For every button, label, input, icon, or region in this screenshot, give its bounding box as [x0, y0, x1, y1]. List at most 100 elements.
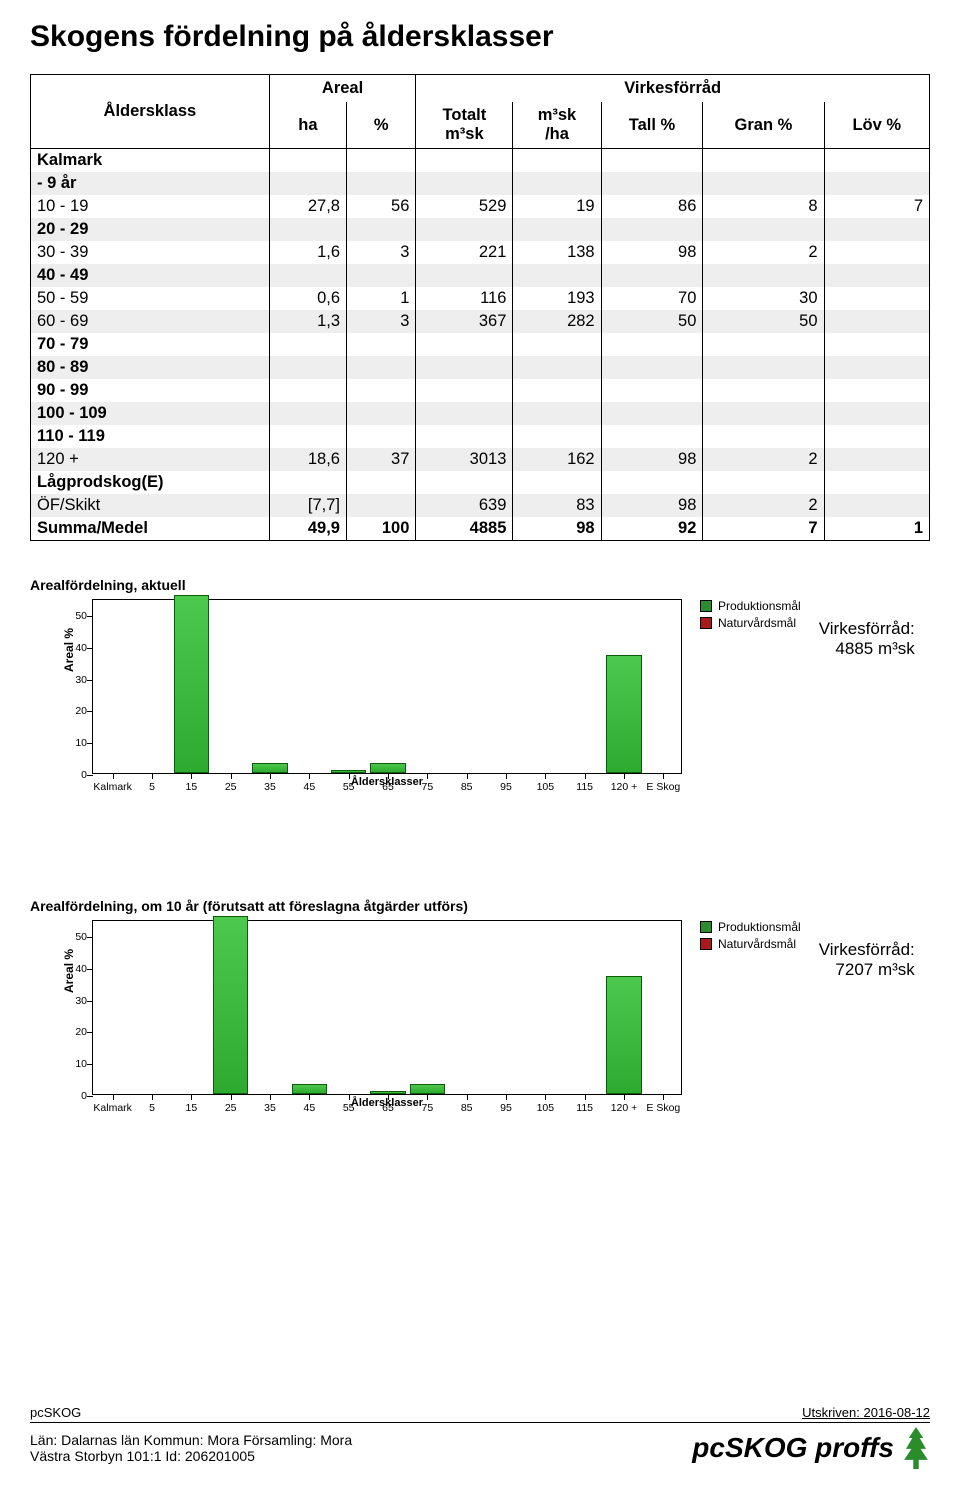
table-row: - 9 år	[31, 172, 930, 195]
cell	[824, 310, 929, 333]
xtick-label: 35	[264, 1102, 276, 1114]
chart1-title: Arealfördelning, aktuell	[30, 577, 930, 593]
row-label: 20 - 29	[31, 218, 270, 241]
table-row: 110 - 119	[31, 425, 930, 448]
cell	[513, 149, 601, 173]
cell: 1	[347, 287, 416, 310]
table-row: 80 - 89	[31, 356, 930, 379]
legend-item: Produktionsmål	[700, 599, 801, 613]
cell: [7,7]	[269, 494, 346, 517]
cell: 98	[601, 494, 703, 517]
cell	[601, 264, 703, 287]
row-label: 90 - 99	[31, 379, 270, 402]
col-header: ha	[269, 102, 346, 149]
cell	[824, 149, 929, 173]
row-label: - 9 år	[31, 172, 270, 195]
cell: 50	[703, 310, 824, 333]
cell	[513, 172, 601, 195]
row-label: Summa/Medel	[31, 517, 270, 541]
cell	[601, 356, 703, 379]
footer-meta-line1: Län: Dalarnas län Kommun: Mora Församlin…	[30, 1432, 352, 1448]
xtick-label: 85	[461, 781, 473, 793]
cell: 4885	[416, 517, 513, 541]
xtick-label: 5	[149, 1102, 155, 1114]
cell	[513, 471, 601, 494]
cell: 30	[703, 287, 824, 310]
cell	[347, 471, 416, 494]
col-header: Totaltm³sk	[416, 102, 513, 149]
cell	[269, 425, 346, 448]
table-row: Lågprodskog(E)	[31, 471, 930, 494]
ytick-label: 40	[65, 642, 87, 653]
chart2-stat-value: 7207 m³sk	[819, 960, 915, 980]
ytick-label: 20	[65, 706, 87, 717]
footer-brand-text: pcSKOG proffs	[692, 1432, 894, 1464]
cell	[601, 379, 703, 402]
table-row: Kalmark	[31, 149, 930, 173]
cell: 27,8	[269, 195, 346, 218]
cell	[601, 471, 703, 494]
cell	[824, 379, 929, 402]
cell: 116	[416, 287, 513, 310]
cell: 70	[601, 287, 703, 310]
cell: 1	[824, 517, 929, 541]
cell	[269, 218, 346, 241]
cell	[269, 149, 346, 173]
chart2-plot: 01020304050Kalmark5152535455565758595105…	[92, 920, 682, 1095]
row-label: 40 - 49	[31, 264, 270, 287]
xtick-label: 15	[185, 781, 197, 793]
cell	[601, 425, 703, 448]
row-label: 120 +	[31, 448, 270, 471]
bar	[213, 916, 248, 1094]
cell	[513, 356, 601, 379]
cell	[824, 218, 929, 241]
ytick-label: 0	[65, 1091, 87, 1102]
cell: 3013	[416, 448, 513, 471]
cell	[347, 149, 416, 173]
ytick-label: 10	[65, 1059, 87, 1070]
legend-label: Produktionsmål	[718, 599, 801, 613]
row-label: 100 - 109	[31, 402, 270, 425]
cell: 92	[601, 517, 703, 541]
row-label: 10 - 19	[31, 195, 270, 218]
footer-brand-small: pcSKOG	[30, 1405, 81, 1420]
table-row: 100 - 109	[31, 402, 930, 425]
cell: 0,6	[269, 287, 346, 310]
cell	[347, 379, 416, 402]
cell	[824, 494, 929, 517]
tree-icon	[902, 1427, 930, 1469]
row-label: 50 - 59	[31, 287, 270, 310]
cell: 639	[416, 494, 513, 517]
xtick-label: 120 +	[611, 781, 638, 793]
cell	[824, 425, 929, 448]
page-footer: pcSKOG Utskriven: 2016-08-12 Län: Dalarn…	[30, 1405, 930, 1469]
cell	[347, 333, 416, 356]
cell	[269, 333, 346, 356]
legend-item: Produktionsmål	[700, 920, 801, 934]
chart-current-section: Arealfördelning, aktuell Areal % 0102030…	[30, 577, 930, 788]
row-label: ÖF/Skikt	[31, 494, 270, 517]
bar	[606, 976, 641, 1094]
ytick-label: 0	[65, 770, 87, 781]
cell	[703, 264, 824, 287]
xtick-label: 65	[382, 1102, 394, 1114]
bar	[370, 763, 405, 773]
cell	[601, 402, 703, 425]
cell: 83	[513, 494, 601, 517]
cell: 367	[416, 310, 513, 333]
chart1-stat-label: Virkesförråd:	[819, 619, 915, 639]
cell: 7	[703, 517, 824, 541]
ytick-label: 50	[65, 611, 87, 622]
legend-label: Naturvårdsmål	[718, 616, 796, 630]
xtick-label: 25	[225, 1102, 237, 1114]
row-label: 30 - 39	[31, 241, 270, 264]
ytick-label: 10	[65, 738, 87, 749]
footer-meta: Län: Dalarnas län Kommun: Mora Församlin…	[30, 1432, 352, 1464]
row-label: 80 - 89	[31, 356, 270, 379]
col-header: m³sk/ha	[513, 102, 601, 149]
xtick-label: 75	[421, 1102, 433, 1114]
chart1-legend: Produktionsmål Naturvårdsmål	[700, 599, 801, 633]
xtick-label: Kalmark	[93, 781, 132, 793]
chart2-legend: ProduktionsmålNaturvårdsmål	[700, 920, 801, 954]
legend-swatch	[700, 600, 712, 612]
